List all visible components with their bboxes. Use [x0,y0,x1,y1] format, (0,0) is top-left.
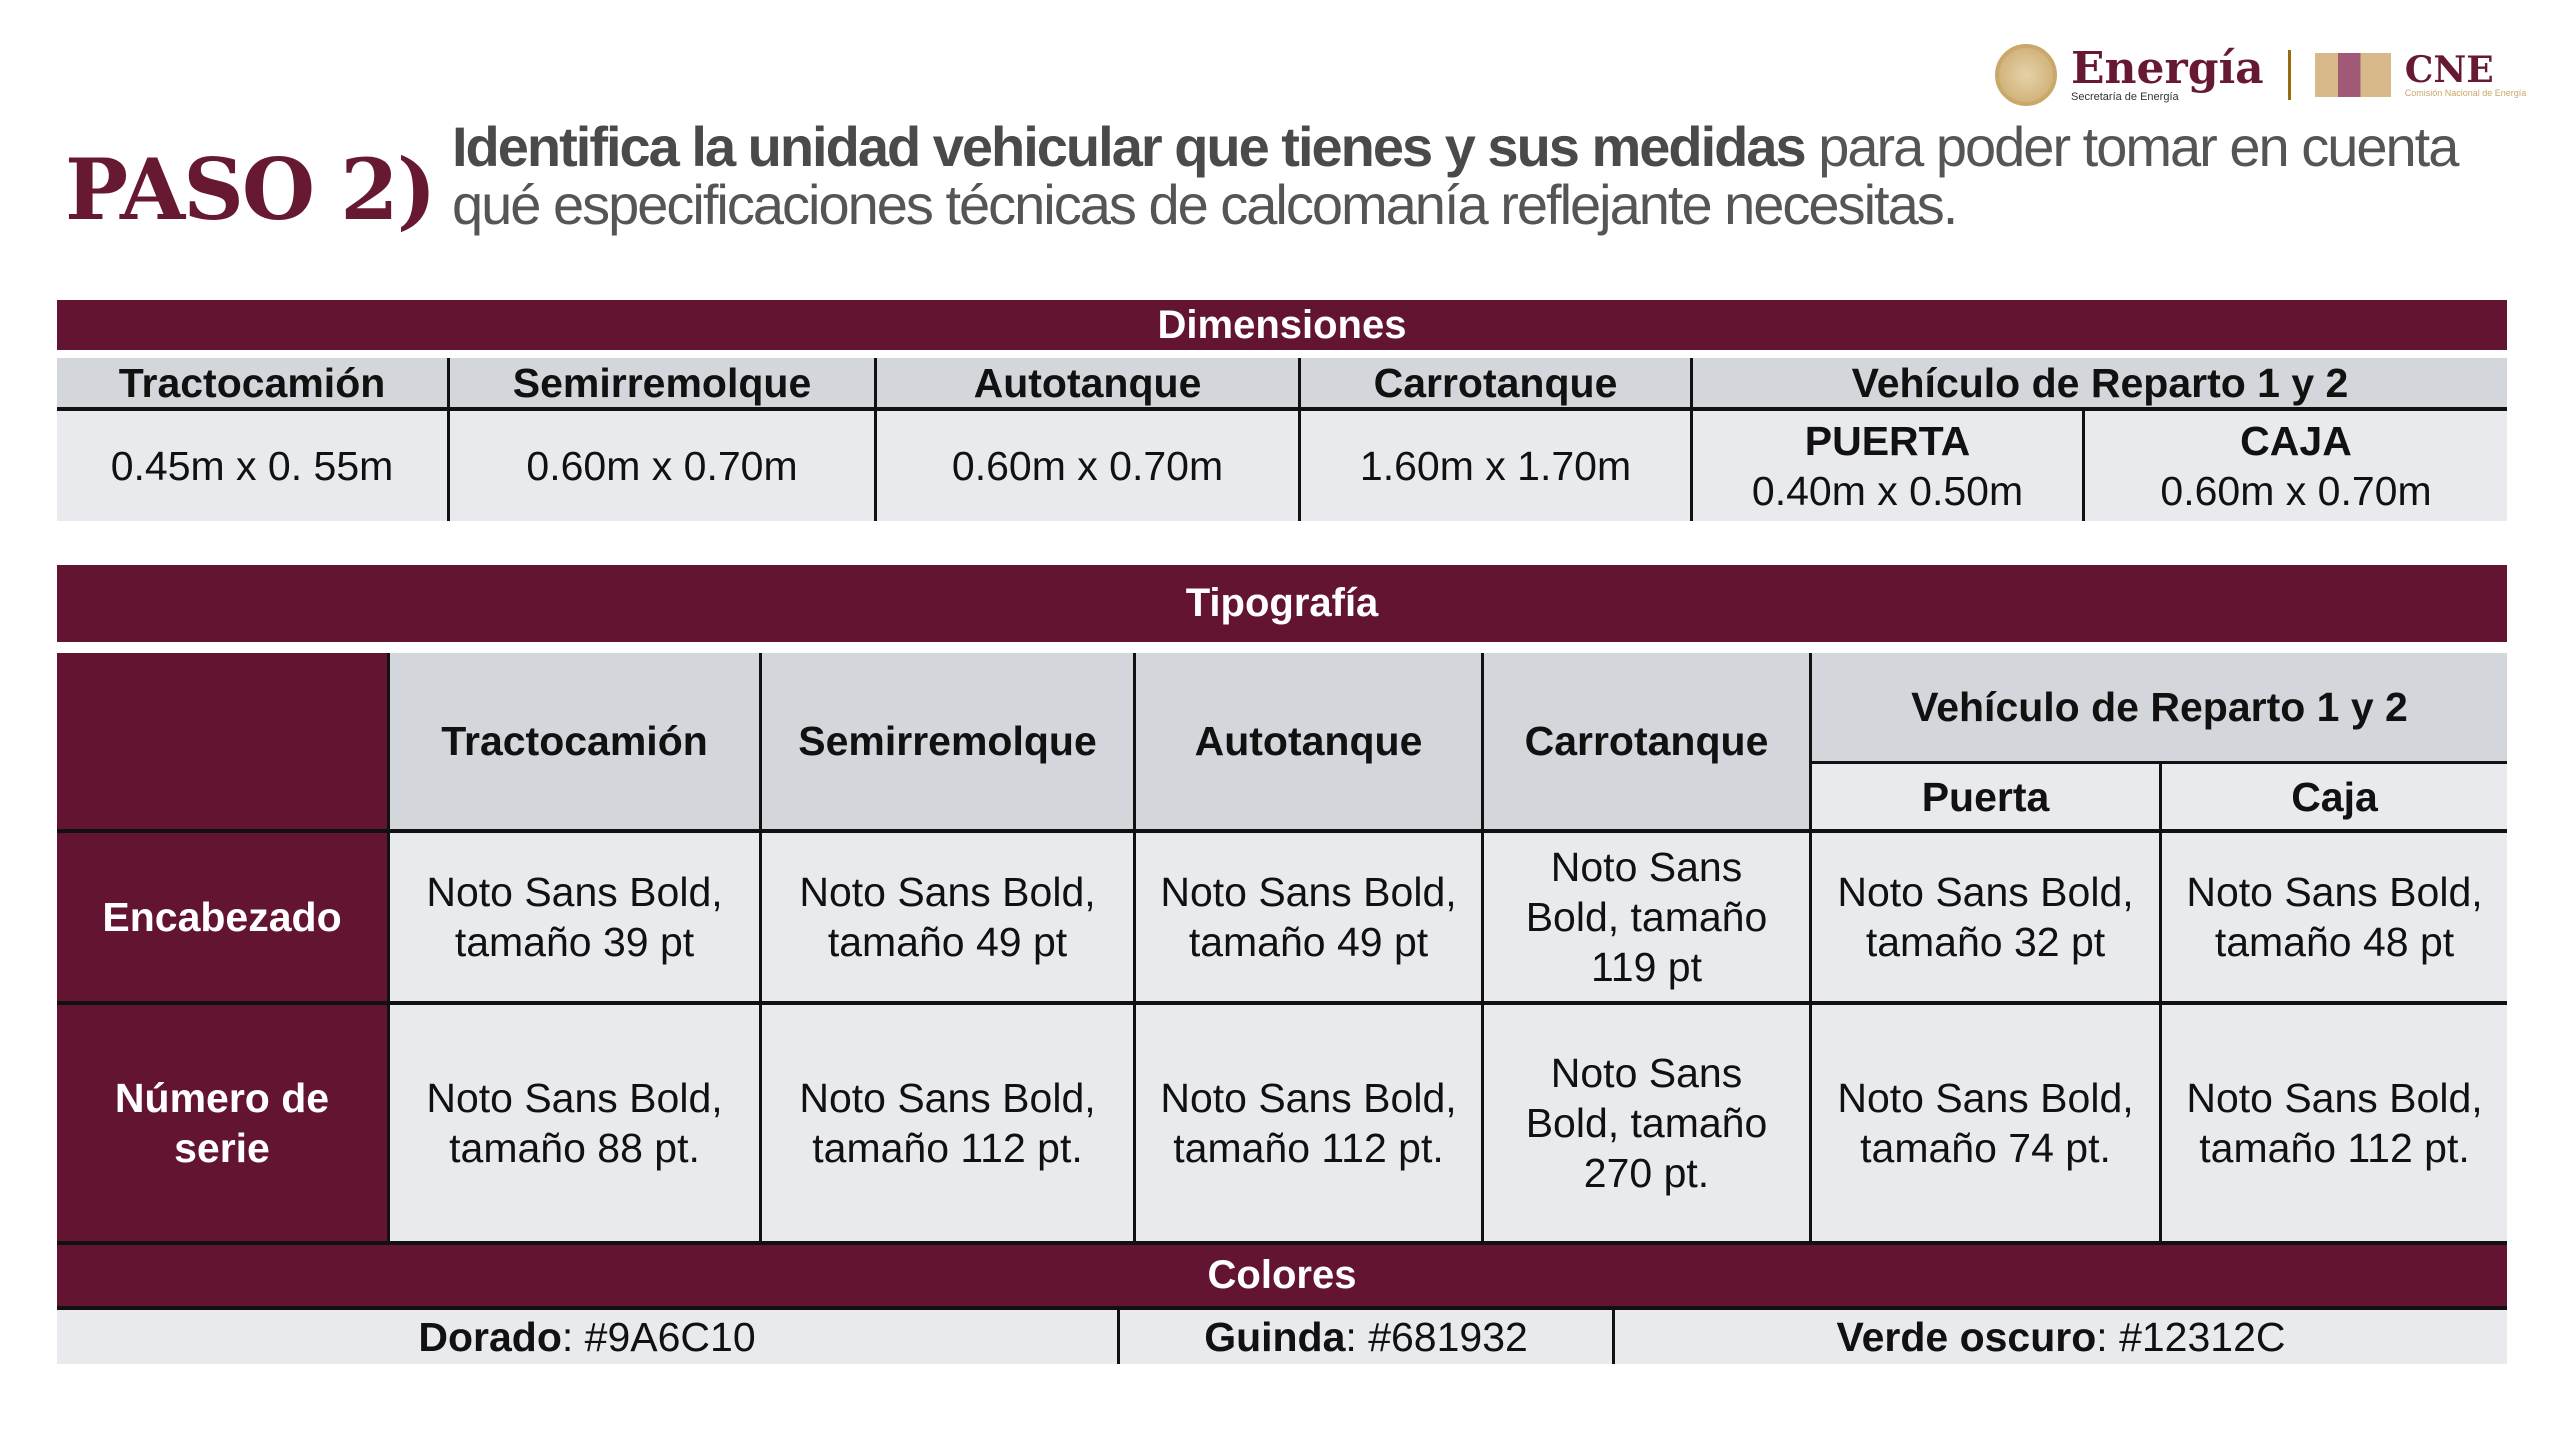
tipo-header-reparto: Vehículo de Reparto 1 y 2 [1809,653,2507,761]
tipo-header-puerta: Puerta [1809,761,2159,833]
dim-value-caja: CAJA 0.60m x 0.70m [2082,411,2507,521]
tipo-cell: Noto Sans Bold, tamaño 112 pt. [2159,1005,2507,1245]
instructions-rest: para poder tomar en cuenta qué especific… [452,115,2459,236]
dim-header-semirremolque: Semirremolque [447,358,874,411]
cne-logo-text: CNE [2404,49,2494,91]
tipo-header-semirremolque: Semirremolque [759,653,1133,833]
step-label: PASO 2) [65,140,436,239]
dimensiones-header: Dimensiones [57,300,2507,350]
tipo-cell: Noto Sans Bold, tamaño 88 pt. [387,1005,759,1245]
puerta-label: PUERTA [1804,418,1971,464]
logo-divider [2287,50,2291,100]
tipo-header-caja: Caja [2159,761,2507,833]
color-name: Guinda [1204,1314,1346,1360]
logos: Energía Secretaría de Energía CNE Comisión… [1995,40,2526,110]
dim-value-autotanque: 0.60m x 0.70m [874,411,1298,521]
tipo-header-tractocamion: Tractocamión [387,653,759,833]
tipo-cell: Noto Sans Bold, tamaño 270 pt. [1481,1005,1809,1245]
dim-value-semirremolque: 0.60m x 0.70m [447,411,874,521]
dim-value-puerta: PUERTA 0.40m x 0.50m [1690,411,2082,521]
dim-value-tractocamion: 0.45m x 0. 55m [57,411,447,521]
instructions: Identifica la unidad vehicular que tiene… [452,118,2522,234]
mexico-seal-icon [1995,44,2057,106]
tipo-cell: Noto Sans Bold, tamaño 49 pt [1133,833,1481,1005]
tipo-cell: Noto Sans Bold, tamaño 48 pt [2159,833,2507,1005]
color-dorado: Dorado: #9A6C10 [57,1310,1117,1364]
tipo-cell: Noto Sans Bold, tamaño 119 pt [1481,833,1809,1005]
dim-header-reparto: Vehículo de Reparto 1 y 2 [1690,358,2507,411]
tipografia-header: Tipografía [57,565,2507,642]
tipo-cell: Noto Sans Bold, tamaño 49 pt [759,833,1133,1005]
tipo-cell: Noto Sans Bold, tamaño 39 pt [387,833,759,1005]
instructions-bold: Identifica la unidad vehicular que tiene… [452,115,1807,178]
tipo-cell: Noto Sans Bold, tamaño 112 pt. [1133,1005,1481,1245]
tipo-cell: Noto Sans Bold, tamaño 74 pt. [1809,1005,2159,1245]
color-value: : #9A6C10 [561,1314,756,1360]
energia-logo-text: Energía [2071,43,2264,94]
cne-logo-sub: Comisión Nacional de Energía [2404,88,2527,98]
tipo-corner [57,653,387,833]
dim-header-carrotanque: Carrotanque [1298,358,1690,411]
color-guinda: Guinda: #681932 [1117,1310,1612,1364]
tipo-cell: Noto Sans Bold, tamaño 112 pt. [759,1005,1133,1245]
color-name: Dorado [418,1314,562,1360]
row-label-numero-serie: Número de serie [57,1005,387,1245]
color-value: : #681932 [1345,1314,1528,1360]
dim-header-autotanque: Autotanque [874,358,1298,411]
tipo-header-carrotanque: Carrotanque [1481,653,1809,833]
dim-header-tractocamion: Tractocamión [57,358,447,411]
caja-value: 0.60m x 0.70m [2160,468,2432,514]
energia-logo-sub: Secretaría de Energía [2071,91,2179,103]
color-verde-oscuro: Verde oscuro: #12312C [1612,1310,2507,1364]
puerta-value: 0.40m x 0.50m [1751,468,2024,514]
tipo-header-autotanque: Autotanque [1133,653,1481,833]
caja-label: CAJA [2240,418,2352,464]
dim-value-carrotanque: 1.60m x 1.70m [1298,411,1690,521]
tipo-cell: Noto Sans Bold, tamaño 32 pt [1809,833,2159,1005]
color-name: Verde oscuro [1836,1314,2097,1360]
cne-mark-icon [2314,53,2391,97]
row-label-encabezado: Encabezado [57,833,387,1005]
color-value: : #12312C [2096,1314,2286,1360]
colores-header: Colores [57,1245,2507,1310]
